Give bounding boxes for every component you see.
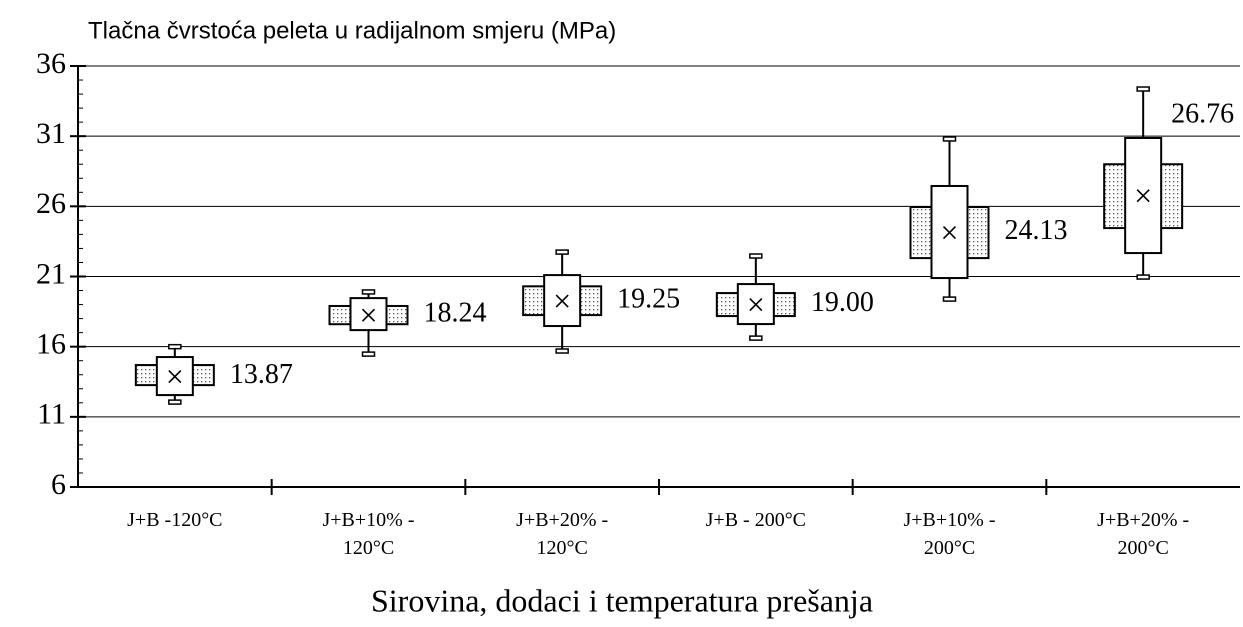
whisker-cap-max (942, 136, 957, 142)
box-group: 18.24 (328, 289, 487, 357)
x-tick-label: J+B+10% - 200°C (903, 509, 995, 559)
x-tick-label: J+B -120°C (127, 509, 222, 531)
mean-label: 19.25 (617, 283, 680, 314)
whisker-cap-max (361, 289, 376, 295)
x-tick-label-line: 200°C (924, 537, 975, 559)
x-tick-label-line: J+B+20% - (1097, 509, 1189, 531)
chart-title: Tlačna čvrstoća peleta u radijalnom smje… (88, 17, 616, 44)
x-tick-label-line: 200°C (1117, 537, 1168, 559)
mean-marker (1136, 189, 1150, 203)
box-group: 13.87 (134, 343, 293, 405)
mean-marker (749, 298, 763, 312)
whisker-cap-min (168, 399, 182, 405)
mean-label: 18.24 (424, 298, 487, 329)
box-group: 19.25 (522, 249, 680, 354)
whisker-cap-max (749, 253, 763, 259)
whisker-cap-max (1136, 86, 1150, 92)
whisker-cap-min (555, 348, 569, 354)
x-tick-label-line: 120°C (343, 537, 394, 559)
y-tick-label: 6 (51, 468, 66, 501)
box-group: 26.76 (1103, 86, 1234, 280)
x-tick-label-line: J+B+20% - (516, 509, 608, 531)
mean-marker (168, 369, 182, 384)
y-tick-label: 31 (36, 117, 66, 150)
x-tick-label: J+B - 200°C (706, 509, 806, 531)
box (543, 274, 582, 328)
mean-label: 13.87 (230, 359, 293, 390)
y-tick-label: 21 (36, 257, 66, 290)
x-tick-label-line: J+B -120°C (127, 509, 222, 531)
x-tick-label-line: J+B - 200°C (706, 509, 806, 531)
x-tick-label: J+B+20% - 120°C (516, 509, 608, 559)
mean-marker (942, 226, 957, 240)
x-axis-title: Sirovina, dodaci i temperatura prešanja (371, 582, 873, 618)
x-tick-label-line: J+B+10% - (322, 509, 414, 531)
y-tick-label: 16 (36, 328, 66, 361)
whisker-cap-max (168, 343, 182, 350)
mean-label: 24.13 (1005, 215, 1068, 246)
x-tick-label: J+B+20% - 200°C (1097, 509, 1189, 559)
y-tick-label: 36 (36, 47, 66, 80)
whisker-cap-min (1136, 274, 1150, 280)
mean-label: 26.76 (1171, 98, 1234, 129)
whisker-cap-max (555, 249, 569, 255)
y-tick-label: 26 (36, 187, 66, 220)
mean-label: 19.00 (811, 287, 874, 318)
mean-marker (555, 294, 569, 308)
mean-marker (361, 308, 376, 322)
x-tick-label-line: 120°C (536, 537, 587, 559)
box-group: 24.13 (909, 136, 1068, 302)
x-tick-label: J+B+10% - 120°C (322, 509, 414, 559)
whisker-cap-min (361, 351, 376, 357)
whisker-cap-min (942, 296, 957, 302)
x-tick-label-line: J+B+10% - (903, 509, 995, 531)
y-tick-label: 11 (37, 398, 66, 431)
box-group: 19.00 (715, 253, 874, 341)
whisker-cap-min (749, 335, 763, 341)
